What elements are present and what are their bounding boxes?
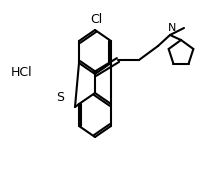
Text: HCl: HCl — [11, 65, 33, 78]
Text: Cl: Cl — [90, 13, 102, 26]
Text: N: N — [168, 23, 176, 33]
Text: S: S — [56, 90, 64, 103]
